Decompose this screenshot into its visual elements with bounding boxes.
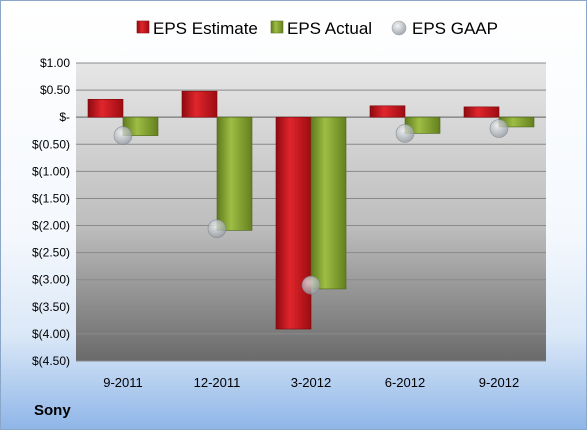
marker-eps-gaap <box>207 219 227 239</box>
bar-eps-estimate <box>87 99 124 118</box>
x-axis-labels: 9-2011 12-2011 3-2012 6-2012 9-2012 <box>103 375 519 390</box>
x-tick-label: 9-2011 <box>103 375 143 390</box>
y-tick-label: $- <box>59 110 70 124</box>
legend-item-estimate: EPS Estimate <box>136 19 258 38</box>
x-tick-label: 3-2012 <box>291 375 331 390</box>
x-tick-label: 6-2012 <box>385 375 425 390</box>
y-tick-label: $0.50 <box>40 83 70 97</box>
y-tick-label: $(3.00) <box>32 273 70 287</box>
bars <box>87 90 535 330</box>
bar-eps-actual <box>216 116 253 231</box>
legend-swatch-gaap <box>391 20 407 36</box>
bar-eps-estimate <box>275 116 312 330</box>
y-tick-label: $(1.50) <box>32 191 70 205</box>
legend: EPS Estimate EPS Actual EPS GAAP <box>136 19 498 38</box>
x-tick-label: 12-2011 <box>194 375 241 390</box>
y-axis-labels: $1.00 $0.50 $- $(0.50) $(1.00) $(1.50) $(2.00)… <box>32 56 70 368</box>
legend-swatch-estimate <box>136 20 150 34</box>
y-tick-label: $(3.50) <box>32 300 70 314</box>
y-tick-label: $(4.00) <box>32 327 70 341</box>
bar-eps-actual <box>310 116 347 290</box>
y-tick-label: $(0.50) <box>32 137 70 151</box>
legend-swatch-actual <box>270 20 284 34</box>
marker-eps-gaap <box>301 275 321 295</box>
y-tick-label: $1.00 <box>40 56 70 70</box>
bar-eps-estimate <box>369 105 406 118</box>
y-tick-label: $(2.50) <box>32 246 70 260</box>
marker-eps-gaap <box>113 126 133 145</box>
company-name: Sony <box>34 402 71 419</box>
legend-item-gaap: EPS GAAP <box>391 19 498 38</box>
bar-eps-estimate <box>463 106 500 118</box>
legend-label-actual: EPS Actual <box>287 19 372 38</box>
bar-eps-estimate <box>181 90 218 118</box>
marker-eps-gaap <box>395 124 415 143</box>
y-tick-label: $(4.50) <box>32 354 70 368</box>
gaap-markers <box>113 119 509 295</box>
y-tick-label: $(1.00) <box>32 164 70 178</box>
legend-label-estimate: EPS Estimate <box>153 19 258 38</box>
legend-label-gaap: EPS GAAP <box>412 19 498 38</box>
legend-item-actual: EPS Actual <box>270 19 372 38</box>
y-tick-label: $(2.00) <box>32 219 70 233</box>
marker-eps-gaap <box>489 119 509 138</box>
x-tick-label: 9-2012 <box>479 375 519 390</box>
